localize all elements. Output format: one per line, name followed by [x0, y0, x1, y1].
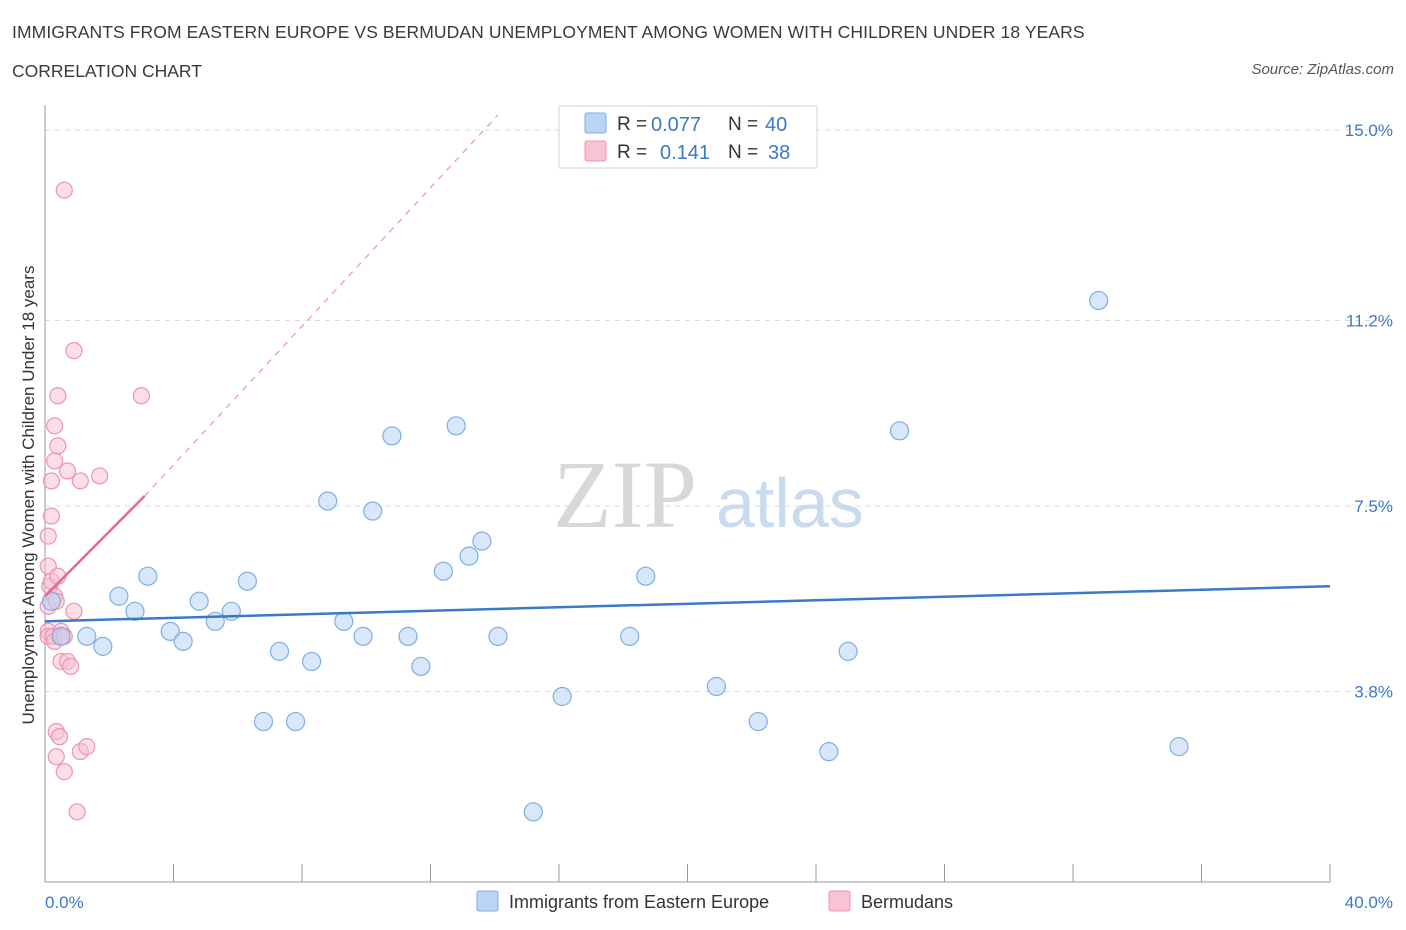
bermudans-point [42, 507, 61, 525]
eastern-europe-point [353, 626, 373, 646]
legend-r-label: R = [617, 114, 647, 135]
eastern-europe-point [819, 742, 839, 762]
x-tick-label: 0.0% [45, 893, 84, 912]
eastern-europe-point [51, 626, 71, 646]
eastern-europe-point [446, 416, 466, 436]
eastern-europe-point [459, 546, 479, 566]
legend-n-value: 38 [768, 142, 790, 164]
bermudans-trendline [44, 495, 146, 598]
eastern-europe-trendline [44, 584, 1331, 623]
eastern-europe-point [318, 491, 338, 511]
eastern-europe-points [41, 290, 1189, 822]
legend-label-eastern-europe: Immigrants from Eastern Europe [509, 892, 769, 912]
eastern-europe-point [125, 601, 145, 621]
bermudans-point [50, 728, 69, 746]
legend-r-value: 0.141 [660, 142, 710, 164]
legend-n-label: N = [728, 114, 758, 135]
bermudans-point [132, 387, 150, 405]
bermudans-point [42, 472, 61, 490]
eastern-europe-point [488, 626, 508, 646]
bermudans-point [58, 462, 77, 480]
bermudans-point [91, 467, 109, 485]
eastern-europe-point [398, 626, 418, 646]
legend-r-value: 0.077 [651, 114, 701, 136]
legend-swatch-bermudans [584, 140, 607, 162]
bermudans-point [49, 387, 67, 405]
eastern-europe-point [748, 711, 768, 732]
bermudans-point [78, 738, 96, 756]
axes [44, 105, 1331, 883]
legend-swatch-eastern-europe [476, 890, 499, 912]
source-label: Source: ZipAtlas.com [1251, 61, 1394, 78]
y-tick-label: 7.5% [1354, 497, 1393, 516]
y-tick-label: 3.8% [1354, 683, 1393, 702]
eastern-europe-point [237, 571, 257, 591]
legend-r-label: R = [617, 142, 647, 163]
eastern-europe-point [620, 626, 640, 646]
legend-swatch-eastern-europe [584, 112, 607, 134]
eastern-europe-point [706, 676, 727, 697]
eastern-europe-point [1089, 290, 1109, 311]
series-legend: Immigrants from Eastern Europe Bermudans [476, 890, 953, 912]
legend-label-bermudans: Bermudans [861, 892, 953, 912]
eastern-europe-point [889, 421, 910, 441]
bermudans-point [55, 763, 73, 781]
chart-subtitle: CORRELATION CHART [12, 61, 202, 81]
x-tick-label: 40.0% [1345, 893, 1393, 912]
trendlines [44, 114, 1331, 623]
watermark-zip: ZIP [553, 441, 697, 548]
eastern-europe-point [109, 586, 129, 606]
watermark: ZIP atlas [553, 441, 864, 548]
eastern-europe-point [472, 531, 492, 551]
bermudans-point [39, 527, 57, 545]
eastern-europe-point [552, 686, 572, 707]
eastern-europe-point [138, 566, 158, 586]
eastern-europe-point [93, 636, 113, 656]
eastern-europe-point [253, 711, 274, 732]
y-tick-label: 15.0% [1345, 121, 1393, 140]
eastern-europe-point [523, 802, 543, 822]
eastern-europe-point [636, 566, 656, 586]
bermudans-point [55, 181, 73, 199]
eastern-europe-point [160, 621, 180, 641]
correlation-legend: R = 0.077 N = 40 R = 0.141 N = 38 [558, 105, 818, 169]
bermudans-point [68, 803, 86, 821]
bermudans-points [39, 181, 150, 821]
eastern-europe-point [205, 611, 225, 631]
y-tick-labels: 3.8% 7.5% 11.2% 15.0% [1345, 121, 1393, 701]
legend-swatch-bermudans [828, 890, 851, 912]
eastern-europe-point [1169, 737, 1189, 757]
eastern-europe-point [411, 656, 431, 677]
eastern-europe-point [173, 631, 193, 651]
bermudans-point [62, 657, 80, 676]
bermudans-point [65, 602, 83, 620]
bermudans-point [47, 748, 65, 766]
y-axis-title: Unemployment Among Women with Children U… [19, 266, 38, 725]
chart-title: IMMIGRANTS FROM EASTERN EUROPE VS BERMUD… [12, 22, 1085, 42]
watermark-atlas: atlas [716, 464, 864, 542]
eastern-europe-point [302, 651, 322, 672]
x-tick-labels: 0.0% 40.0% [45, 893, 1393, 912]
eastern-europe-point [41, 591, 62, 611]
bermudans-point [71, 472, 89, 490]
legend-n-label: N = [728, 142, 758, 163]
grid [45, 129, 1385, 693]
eastern-europe-point [77, 626, 97, 646]
bermudans-point [65, 342, 83, 360]
eastern-europe-point [382, 426, 402, 446]
y-tick-label: 11.2% [1346, 312, 1393, 331]
eastern-europe-point [189, 591, 209, 611]
bermudans-point [46, 417, 64, 435]
eastern-europe-point [433, 561, 453, 581]
eastern-europe-point [334, 611, 354, 631]
eastern-europe-point [363, 501, 383, 521]
legend-n-value: 40 [765, 114, 787, 136]
eastern-europe-point [838, 641, 858, 661]
eastern-europe-point [269, 641, 290, 661]
bermudans-trendline-extension [144, 114, 499, 497]
eastern-europe-point [285, 711, 306, 732]
bermudans-point [49, 437, 67, 455]
